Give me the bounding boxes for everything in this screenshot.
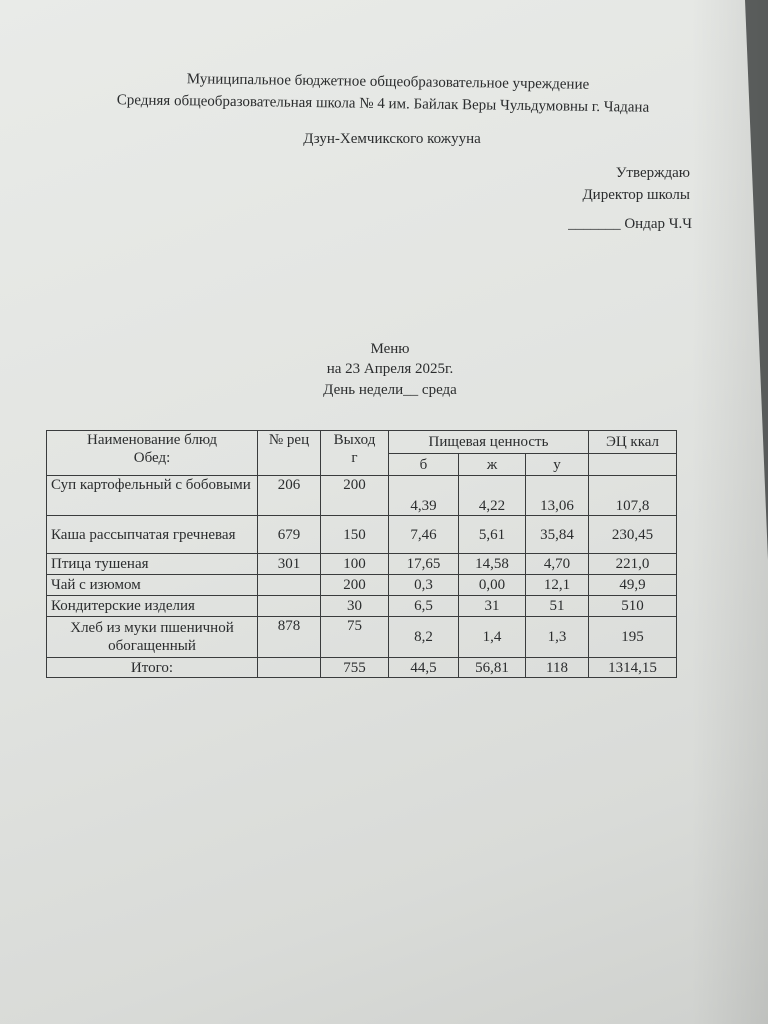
dish-name: Хлеб из муки пшеничной обогащенный <box>46 616 258 658</box>
table-row: Суп картофельный с бобовыми 206 200 4,39… <box>46 475 677 516</box>
header-protein: б <box>388 453 459 476</box>
fat: 14,58 <box>458 553 526 575</box>
dish-name: Птица тушеная <box>46 553 258 575</box>
dish-name: Суп картофельный с бобовыми <box>46 475 258 516</box>
header-output: Выход г <box>320 430 389 476</box>
recipe-number: 301 <box>257 553 321 575</box>
fat: 1,4 <box>458 616 526 658</box>
header-nutrition: Пищевая ценность <box>388 430 589 454</box>
recipe-number <box>257 574 321 596</box>
protein: 8,2 <box>388 616 459 658</box>
fat: 0,00 <box>458 574 526 596</box>
output: 100 <box>320 553 389 575</box>
output: 75 <box>320 616 389 658</box>
menu-date: на 23 Апреля 2025г. <box>326 361 454 377</box>
protein: 4,39 <box>388 475 459 516</box>
director-signature: _______ Ондар Ч.Ч <box>568 216 692 232</box>
total-protein: 44,5 <box>388 657 459 678</box>
total-energy: 1314,15 <box>588 657 677 678</box>
energy: 49,9 <box>588 574 677 596</box>
table-row: Чай с изюмом 200 0,3 0,00 12,1 49,9 <box>46 574 677 596</box>
dish-name: Кондитерские изделия <box>46 595 258 617</box>
approve-label: Утверждаю <box>615 165 690 181</box>
menu-weekday: День недели__ среда <box>323 382 457 398</box>
total-fat: 56,81 <box>458 657 526 678</box>
protein: 7,46 <box>388 515 459 554</box>
energy: 221,0 <box>588 553 677 575</box>
org-line-3: Дзун-Хемчикского кожууна <box>303 131 481 147</box>
dish-name: Чай с изюмом <box>46 574 258 596</box>
recipe-number: 878 <box>257 616 321 658</box>
output: 200 <box>320 475 389 516</box>
menu-title: Меню <box>370 341 410 357</box>
output: 150 <box>320 515 389 554</box>
protein: 17,65 <box>388 553 459 575</box>
header-row: Наименование блюд Обед: № рец Выход г Пище… <box>46 430 677 476</box>
output: 30 <box>320 595 389 617</box>
energy: 230,45 <box>588 515 677 554</box>
table-row: Каша рассыпчатая гречневая 679 150 7,46 … <box>46 515 677 554</box>
energy: 195 <box>588 616 677 658</box>
fat: 5,61 <box>458 515 526 554</box>
fat: 4,22 <box>458 475 526 516</box>
table-row: Кондитерские изделия 30 6,5 31 51 510 <box>46 595 677 617</box>
energy: 107,8 <box>588 475 677 516</box>
recipe-number <box>257 595 321 617</box>
protein: 0,3 <box>388 574 459 596</box>
header-fat: ж <box>458 453 526 476</box>
total-label: Итого: <box>46 657 258 678</box>
total-output: 755 <box>320 657 389 678</box>
header-name: Наименование блюд Обед: <box>46 430 258 476</box>
carbs: 13,06 <box>525 475 589 516</box>
total-carbs: 118 <box>525 657 589 678</box>
carbs: 4,70 <box>525 553 589 575</box>
header-empty <box>588 453 677 476</box>
total-row: Итого: 755 44,5 56,81 118 1314,15 <box>46 657 677 678</box>
dish-name: Каша рассыпчатая гречневая <box>46 515 258 554</box>
header-energy: ЭЦ ккал <box>588 430 677 454</box>
recipe-number: 679 <box>257 515 321 554</box>
table-row: Птица тушеная 301 100 17,65 14,58 4,70 2… <box>46 553 677 575</box>
recipe-number: 206 <box>257 475 321 516</box>
header-carbs: у <box>525 453 589 476</box>
carbs: 35,84 <box>525 515 589 554</box>
header-recipe: № рец <box>257 430 321 476</box>
director-position: Директор школы <box>582 187 690 203</box>
fat: 31 <box>458 595 526 617</box>
carbs: 51 <box>525 595 589 617</box>
protein: 6,5 <box>388 595 459 617</box>
total-recipe-empty <box>257 657 321 678</box>
energy: 510 <box>588 595 677 617</box>
output: 200 <box>320 574 389 596</box>
carbs: 1,3 <box>525 616 589 658</box>
table-row: Хлеб из муки пшеничной обогащенный 878 7… <box>46 616 677 658</box>
carbs: 12,1 <box>525 574 589 596</box>
menu-table: Наименование блюд Обед: № рец Выход г Пище… <box>46 430 677 678</box>
